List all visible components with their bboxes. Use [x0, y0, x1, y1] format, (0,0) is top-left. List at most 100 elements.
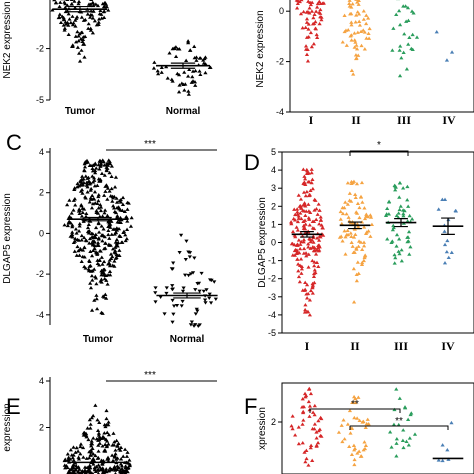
data-point: [79, 259, 84, 263]
data-point: [338, 209, 343, 214]
data-point: [96, 198, 101, 203]
data-point: [408, 244, 413, 249]
x-category-label: IV: [442, 113, 456, 127]
data-point: [90, 174, 95, 178]
data-point: [80, 37, 86, 42]
data-point: [77, 224, 82, 228]
data-point: [94, 281, 99, 286]
data-point: [339, 423, 344, 427]
data-point: [100, 214, 105, 218]
data-point: [73, 450, 78, 454]
data-point: [115, 464, 120, 468]
data-point: [85, 469, 90, 473]
data-point: [84, 471, 88, 474]
data-point: [394, 244, 399, 248]
data-point: [117, 220, 122, 224]
data-point: [82, 168, 87, 173]
data-point: [104, 278, 109, 282]
data-point: [394, 213, 399, 218]
data-point: [403, 4, 408, 8]
data-point: [359, 180, 365, 185]
y-tick-label: 3: [271, 183, 276, 193]
data-point: [92, 243, 98, 248]
data-point: [347, 0, 352, 2]
data-point: [353, 20, 358, 24]
data-point: [68, 20, 73, 25]
data-point: [344, 43, 349, 47]
data-point: [354, 47, 360, 51]
group-0-sem-errorbar: [300, 231, 314, 238]
data-point: [397, 251, 402, 256]
data-point: [99, 224, 104, 228]
data-point: [57, 12, 62, 16]
data-point: [303, 280, 308, 284]
data-point: [88, 263, 93, 268]
data-point: [99, 171, 105, 175]
data-point: [300, 405, 305, 409]
data-point: [362, 30, 367, 34]
data-point: [91, 1, 96, 5]
data-point: [89, 308, 95, 312]
x-category-label: Normal: [166, 106, 201, 117]
data-point: [310, 458, 315, 462]
data-point: [308, 445, 313, 450]
data-point: [98, 208, 104, 213]
data-point: [85, 185, 90, 189]
data-point: [392, 183, 397, 188]
data-point: [91, 180, 96, 184]
data-point: [355, 201, 361, 205]
group-3-sem-errorbar: [441, 217, 455, 235]
data-point: [104, 168, 109, 173]
y-tick-label: -2: [36, 44, 44, 54]
data-point: [338, 217, 343, 221]
data-point: [290, 426, 295, 431]
data-point: [303, 307, 308, 312]
data-point: [354, 247, 359, 251]
data-point: [315, 35, 320, 39]
data-point: [114, 228, 120, 232]
data-point: [365, 417, 370, 421]
data-point: [98, 8, 103, 13]
data-point: [405, 219, 410, 223]
data-point: [65, 0, 70, 1]
data-point: [71, 453, 76, 457]
data-point: [291, 216, 296, 221]
data-point: [70, 230, 75, 234]
data-point: [351, 266, 356, 271]
panel-letter: E: [6, 394, 21, 419]
data-point: [349, 33, 354, 37]
data-point: [309, 170, 314, 175]
data-point: [87, 229, 92, 233]
data-point: [308, 188, 313, 192]
data-point: [354, 181, 360, 186]
data-point: [90, 441, 95, 446]
data-point: [294, 243, 299, 247]
data-point: [90, 31, 95, 35]
y-axis-label: expression: [2, 403, 13, 451]
data-point: [96, 455, 101, 460]
data-point: [70, 455, 75, 460]
data-point: [318, 14, 323, 19]
data-point: [119, 240, 124, 244]
data-point: [85, 426, 90, 430]
data-point: [352, 446, 358, 450]
data-point: [340, 239, 345, 243]
data-point: [113, 240, 118, 244]
data-point: [79, 30, 84, 35]
data-point: [301, 219, 306, 223]
y-tick-label: -2: [276, 57, 284, 67]
data-point: [350, 244, 355, 248]
data-point: [76, 38, 81, 43]
data-point: [440, 458, 445, 463]
data-point: [90, 231, 95, 236]
data-point: [98, 163, 103, 167]
y-tick-label: 2: [39, 423, 44, 433]
data-point: [363, 443, 369, 448]
data-point: [201, 289, 206, 294]
data-point: [295, 6, 300, 10]
data-point: [366, 31, 371, 35]
data-point: [120, 202, 126, 207]
data-point: [93, 403, 98, 407]
data-point: [82, 430, 87, 435]
data-point: [314, 430, 319, 434]
